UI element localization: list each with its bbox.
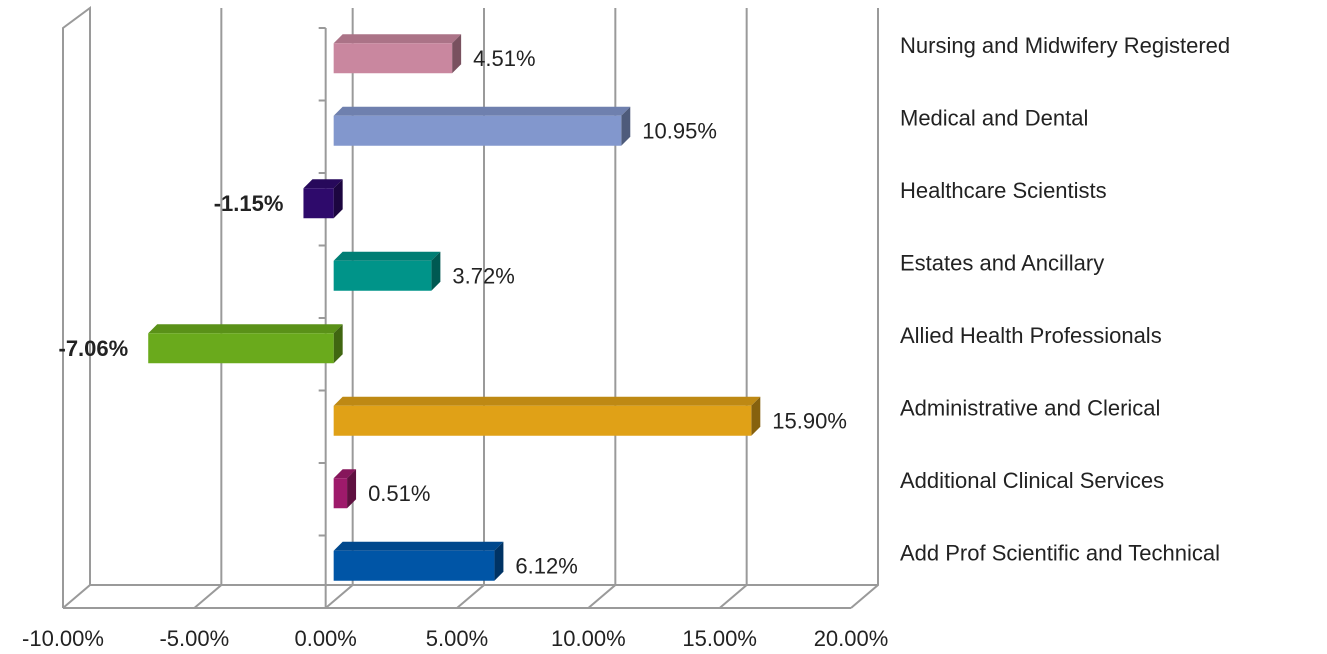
bar-side (333, 179, 343, 219)
data-label: 6.12% (515, 554, 577, 579)
category-label: Additional Clinical Services (900, 468, 1164, 493)
x-tick-label: -10.00% (22, 626, 104, 651)
grid-line (587, 8, 617, 609)
data-label: 0.51% (368, 481, 430, 506)
bar (333, 43, 453, 74)
data-label: 4.51% (473, 46, 535, 71)
data-label: 15.90% (772, 409, 847, 434)
bar-top (333, 396, 761, 406)
bar-top (148, 324, 343, 334)
bar-top (333, 106, 631, 116)
bar (333, 115, 622, 146)
grid-line (62, 8, 91, 609)
bar (333, 478, 348, 509)
bar (333, 550, 495, 581)
x-tick-label: 5.00% (426, 626, 488, 651)
data-label: 3.72% (452, 264, 514, 289)
bar (148, 333, 334, 364)
bar-side (494, 541, 504, 581)
side-wall (62, 6, 91, 608)
bar-side (431, 251, 441, 291)
category-label: Estates and Ancillary (900, 251, 1104, 276)
data-label: -1.15% (214, 191, 284, 216)
bar (303, 188, 334, 219)
bar-side (621, 106, 631, 146)
x-tick-label: 15.00% (682, 626, 757, 651)
bar-top (303, 179, 343, 189)
x-tick-label: 20.00% (814, 626, 889, 651)
grid-line (456, 8, 485, 609)
bar-side (333, 324, 343, 364)
category-label: Nursing and Midwifery Registered (900, 33, 1230, 58)
grid-line (325, 8, 354, 609)
bar-side (751, 396, 761, 436)
bar-top (333, 541, 504, 551)
bar-top (333, 469, 357, 479)
bar-side (347, 469, 357, 509)
x-tick-label: 0.00% (294, 626, 356, 651)
category-label: Add Prof Scientific and Technical (900, 541, 1220, 566)
x-tick-label: 10.00% (551, 626, 626, 651)
category-label: Healthcare Scientists (900, 178, 1107, 203)
bar-side (452, 34, 462, 74)
category-label: Medical and Dental (900, 106, 1088, 131)
data-label: -7.06% (59, 336, 129, 361)
bar-top (333, 251, 441, 261)
grid-line (719, 8, 748, 609)
bar-top (333, 34, 462, 44)
data-label: 10.95% (642, 119, 717, 144)
grid-line (193, 8, 223, 609)
bar (333, 260, 432, 291)
category-label: Allied Health Professionals (900, 323, 1162, 348)
grid-line (850, 8, 879, 609)
x-tick-label: -5.00% (159, 626, 229, 651)
bar (333, 405, 752, 436)
category-label: Administrative and Clerical (900, 396, 1160, 421)
